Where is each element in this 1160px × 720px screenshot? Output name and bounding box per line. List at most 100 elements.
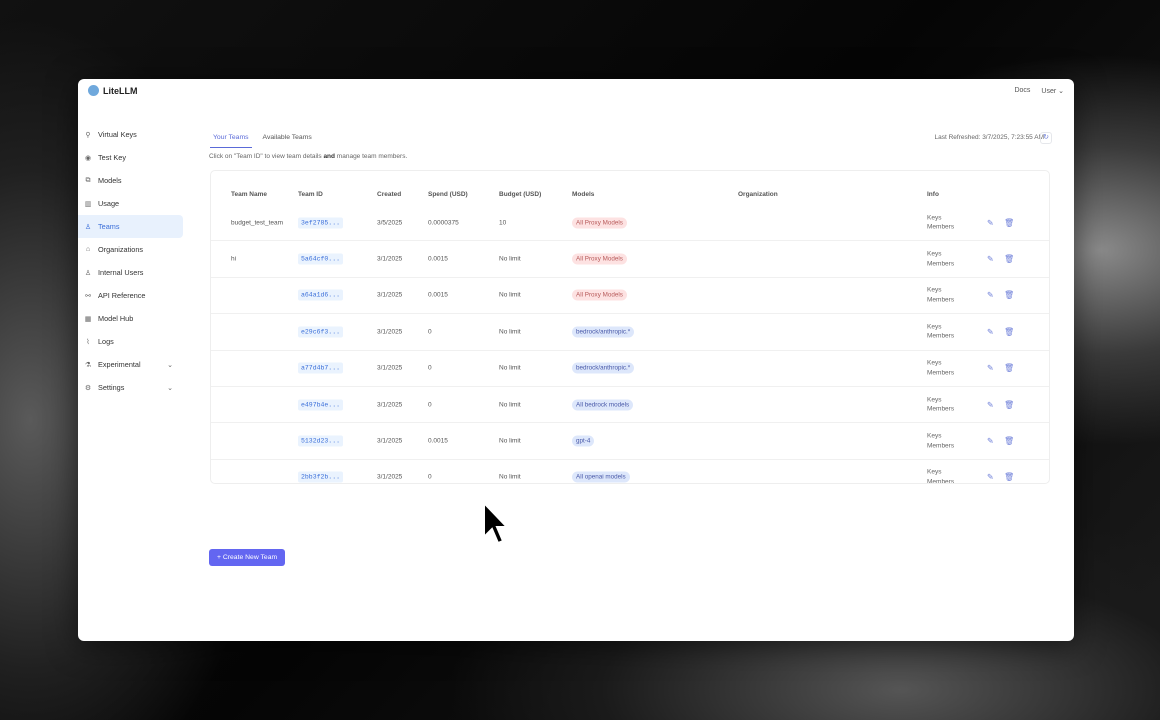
column-header[interactable]: Spend (USD) — [428, 191, 468, 198]
team-id-link[interactable]: a64a1d6... — [298, 289, 344, 301]
created-date: 3/1/2025 — [377, 255, 403, 263]
keys-link[interactable]: Keys — [927, 286, 942, 294]
sidebar-item-label: Experimental — [98, 360, 141, 369]
team-id-link[interactable]: e497b4e... — [298, 399, 344, 411]
edit-icon[interactable]: ✎ — [987, 254, 994, 264]
team-id-link[interactable]: 5132d23... — [298, 435, 344, 447]
edit-icon[interactable]: ✎ — [987, 363, 994, 373]
edit-icon[interactable]: ✎ — [987, 290, 994, 300]
sidebar-item-teams[interactable]: ♙ Teams — [78, 215, 183, 238]
last-refreshed: Last Refreshed: 3/7/2025, 7:23:55 AM — [934, 134, 1045, 141]
sidebar-item-internal-users[interactable]: ♙ Internal Users — [78, 261, 183, 284]
tab-your-teams[interactable]: Your Teams — [210, 132, 252, 148]
logo[interactable]: LiteLLM — [88, 85, 138, 96]
created-date: 3/1/2025 — [377, 291, 403, 299]
table-row: 5132d23... 3/1/2025 0.0015 No limit gpt-… — [211, 423, 1049, 460]
team-icon: ♙ — [84, 223, 92, 231]
team-id-link[interactable]: a77d4b7... — [298, 362, 344, 374]
experiment-icon: ⚗ — [84, 361, 92, 369]
model-badge: gpt-4 — [572, 435, 595, 447]
keys-link[interactable]: Keys — [927, 250, 942, 258]
team-id-link[interactable]: 2bb3f2b... — [298, 471, 344, 483]
created-date: 3/1/2025 — [377, 364, 403, 372]
info: Keys Members — [927, 359, 954, 378]
sidebar-item-organizations[interactable]: ⌂ Organizations — [78, 238, 183, 261]
members-link[interactable]: Members — [927, 478, 955, 484]
sidebar-item-label: API Reference — [98, 291, 146, 300]
column-header[interactable]: Models — [572, 191, 595, 198]
created-date: 3/1/2025 — [377, 473, 403, 481]
column-header[interactable]: Info — [927, 191, 939, 198]
spend: 0 — [428, 401, 432, 409]
edit-icon[interactable]: ✎ — [987, 327, 994, 337]
created-date: 3/5/2025 — [377, 219, 403, 227]
members-link[interactable]: Members — [927, 223, 955, 231]
column-header[interactable]: Team Name — [231, 191, 268, 198]
user-menu[interactable]: User ⌄ — [1041, 88, 1064, 95]
tab-available-teams[interactable]: Available Teams — [262, 134, 312, 141]
sidebar-item-virtual-keys[interactable]: ⚲ Virtual Keys — [78, 123, 183, 146]
table-row: e497b4e... 3/1/2025 0 No limit All bedro… — [211, 387, 1049, 424]
trash-icon[interactable]: 🗑 — [1004, 254, 1015, 264]
play-circle-icon: ◉ — [84, 154, 92, 162]
team-id-link[interactable]: 5a64cf0... — [298, 253, 344, 265]
keys-link[interactable]: Keys — [927, 323, 942, 331]
members-link[interactable]: Members — [927, 260, 955, 268]
members-link[interactable]: Members — [927, 369, 955, 377]
column-header[interactable]: Created — [377, 191, 402, 198]
sidebar-item-experimental[interactable]: ⚗ Experimental ⌄ — [78, 353, 183, 376]
spend: 0 — [428, 473, 432, 481]
sidebar-item-label: Model Hub — [98, 314, 134, 323]
bank-icon: ⌂ — [85, 246, 91, 253]
edit-icon[interactable]: ✎ — [987, 218, 994, 228]
trash-icon[interactable]: 🗑 — [1004, 218, 1015, 228]
info: Keys Members — [927, 468, 955, 484]
trash-icon[interactable]: 🗑 — [1004, 436, 1015, 446]
refresh-icon: ↻ — [1043, 134, 1049, 141]
trash-icon[interactable]: 🗑 — [1004, 290, 1015, 300]
sidebar-item-test-key[interactable]: ◉ Test Key — [78, 146, 183, 169]
keys-link[interactable]: Keys — [927, 432, 942, 440]
budget: No limit — [499, 473, 521, 481]
edit-icon[interactable]: ✎ — [987, 400, 994, 410]
sidebar-item-logs[interactable]: ⌇ Logs — [78, 330, 183, 353]
table-row: a64a1d6... 3/1/2025 0.0015 No limit All … — [211, 278, 1049, 315]
team-id-link[interactable]: e29c6f3... — [298, 326, 344, 338]
column-header[interactable]: Organization — [738, 191, 778, 198]
user-icon: ♙ — [84, 269, 92, 277]
appstore-icon: ▦ — [84, 315, 92, 323]
docs-link[interactable]: Docs — [1014, 87, 1031, 94]
sidebar-item-label: Settings — [98, 383, 125, 392]
budget: No limit — [499, 364, 521, 372]
keys-link[interactable]: Keys — [927, 396, 942, 404]
edit-icon[interactable]: ✎ — [987, 436, 994, 446]
trash-icon[interactable]: 🗑 — [1004, 327, 1015, 337]
members-link[interactable]: Members — [927, 332, 955, 340]
trash-icon[interactable]: 🗑 — [1004, 363, 1015, 373]
spend: 0.0000375 — [428, 219, 459, 227]
budget: No limit — [499, 328, 521, 336]
keys-link[interactable]: Keys — [927, 359, 942, 367]
edit-icon[interactable]: ✎ — [987, 472, 994, 482]
sidebar-item-label: Teams — [98, 222, 120, 231]
members-link[interactable]: Members — [927, 442, 955, 450]
members-link[interactable]: Members — [927, 405, 955, 413]
refresh-button[interactable]: ↻ — [1040, 132, 1052, 144]
sidebar-item-label: Models — [98, 176, 122, 185]
model-badge: All Proxy Models — [572, 217, 627, 229]
sidebar-item-model-hub[interactable]: ▦ Model Hub — [78, 307, 183, 330]
team-id-link[interactable]: 3ef2785... — [298, 217, 344, 229]
members-link[interactable]: Members — [927, 296, 955, 304]
trash-icon[interactable]: 🗑 — [1004, 472, 1015, 482]
create-new-team-button[interactable]: + Create New Team — [209, 549, 286, 566]
sidebar-item-settings[interactable]: ⚙ Settings ⌄ — [78, 376, 183, 399]
trash-icon[interactable]: 🗑 — [1004, 400, 1015, 410]
sidebar-item-api-reference[interactable]: ⚯ API Reference — [78, 284, 183, 307]
sidebar-item-usage[interactable]: ▥ Usage — [78, 192, 183, 215]
column-header[interactable]: Budget (USD) — [499, 191, 542, 198]
info: Keys Members — [927, 322, 954, 341]
keys-link[interactable]: Keys — [927, 468, 942, 476]
column-header[interactable]: Team ID — [298, 191, 323, 198]
keys-link[interactable]: Keys — [927, 214, 942, 222]
sidebar-item-models[interactable]: ⧉ Models — [78, 169, 183, 192]
